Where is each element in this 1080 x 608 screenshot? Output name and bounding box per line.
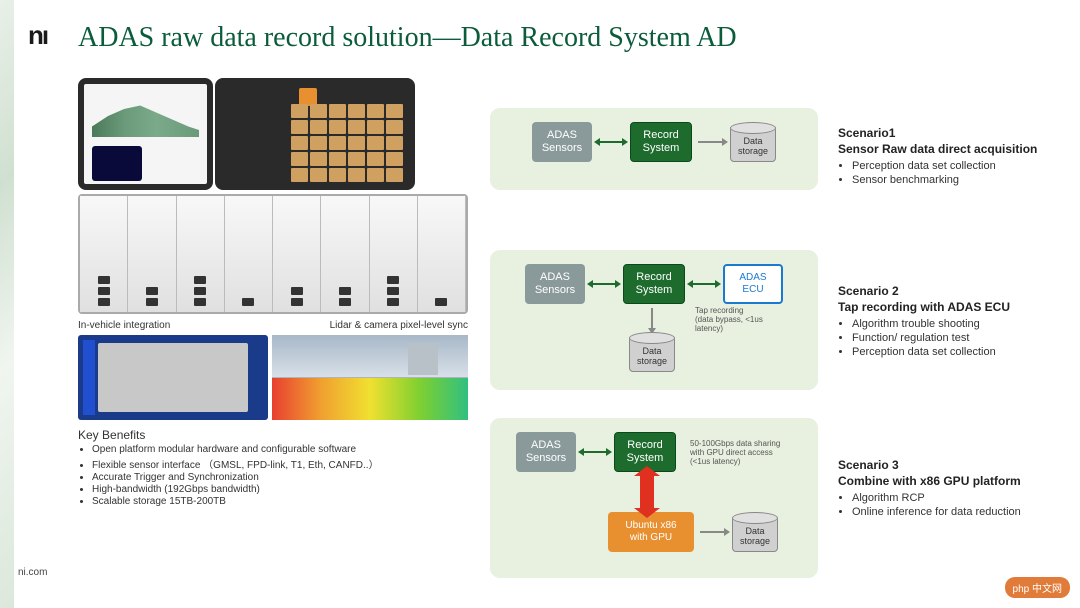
- caption-lidar: Lidar & camera pixel-level sync: [330, 320, 468, 331]
- scenario-title: Scenario 2: [838, 284, 1058, 298]
- pxi-chassis-mock: [78, 194, 468, 314]
- scenario-subtitle: Tap recording with ADAS ECU: [838, 300, 1058, 314]
- arrow-down-icon: [651, 308, 653, 330]
- diagram-scenario-3: ADASSensors RecordSystem 50-100Gbps data…: [490, 418, 818, 578]
- node-sensors: ADASSensors: [532, 122, 592, 162]
- tablet-waveform-mock: [78, 78, 213, 190]
- node-storage: Datastorage: [629, 332, 675, 372]
- scenario-subtitle: Sensor Raw data direct acquisition: [838, 142, 1058, 156]
- caption-vehicle: In-vehicle integration: [78, 320, 170, 331]
- kb-item: Open platform modular hardware and confi…: [92, 444, 468, 455]
- vehicle-photo-mock: [78, 335, 268, 420]
- scenario-bullet: Perception data set collection: [852, 160, 1058, 172]
- scenario-bullet: Algorithm trouble shooting: [852, 318, 1058, 330]
- scenario-title: Scenario 3: [838, 458, 1058, 472]
- key-benefits-list: Open platform modular hardware and confi…: [78, 444, 468, 507]
- arrow-right-icon: [698, 141, 724, 143]
- page-title: ADAS raw data record solution—Data Recor…: [78, 22, 737, 54]
- scenario-bullet: Online inference for data reduction: [852, 506, 1058, 518]
- lidar-photo-mock: [272, 335, 468, 420]
- scenario-3-text: Scenario 3 Combine with x86 GPU platform…: [838, 458, 1058, 520]
- arrow-red-bidir-icon: [640, 474, 654, 510]
- scenario-1-text: Scenario1 Sensor Raw data direct acquisi…: [838, 126, 1058, 188]
- scenario-2-text: Scenario 2 Tap recording with ADAS ECU A…: [838, 284, 1058, 360]
- node-ecu: ADASECU: [723, 264, 783, 304]
- arrow-bidir-icon: [591, 283, 617, 285]
- hardware-image-group: [78, 78, 468, 314]
- note-tap-recording: Tap recording(data bypass, <1us latency): [695, 306, 789, 333]
- scenario-bullet: Perception data set collection: [852, 346, 1058, 358]
- ni-logo: nı: [28, 20, 47, 51]
- node-sensors: ADASSensors: [525, 264, 585, 304]
- node-sensors: ADASSensors: [516, 432, 576, 472]
- key-benefits-heading: Key Benefits: [78, 428, 468, 442]
- arrow-bidir-icon: [582, 451, 608, 453]
- kb-item: Flexible sensor interface （GMSL, FPD-lin…: [92, 456, 468, 471]
- node-storage: Datastorage: [732, 512, 778, 552]
- node-storage: Datastorage: [730, 122, 776, 162]
- node-ubuntu: Ubuntu x86with GPU: [608, 512, 694, 552]
- note-gpu-sharing: 50-100Gbps data sharingwith GPU direct a…: [690, 439, 792, 466]
- scenario-title: Scenario1: [838, 126, 1058, 140]
- scenario-bullet: Sensor benchmarking: [852, 174, 1058, 186]
- left-column: In-vehicle integration Lidar & camera pi…: [78, 78, 468, 508]
- scenario-bullet: Function/ regulation test: [852, 332, 1058, 344]
- decorative-stripe: [0, 0, 14, 608]
- node-record: RecordSystem: [623, 264, 685, 304]
- scenario-subtitle: Combine with x86 GPU platform: [838, 474, 1058, 488]
- diagram-scenario-2: ADASSensors RecordSystem ADASECU Datasto…: [490, 250, 818, 390]
- arrow-bidir-icon: [598, 141, 624, 143]
- tablet-grid-mock: [215, 78, 415, 190]
- arrow-bidir-icon: [691, 283, 717, 285]
- kb-item: High-bandwidth (192Gbps bandwidth): [92, 484, 468, 495]
- kb-item: Accurate Trigger and Synchronization: [92, 472, 468, 483]
- node-record: RecordSystem: [630, 122, 692, 162]
- kb-item: Scalable storage 15TB-200TB: [92, 496, 468, 507]
- watermark-badge: php 中文网: [1005, 577, 1070, 598]
- scenario-bullet: Algorithm RCP: [852, 492, 1058, 504]
- diagram-scenario-1: ADASSensors RecordSystem Datastorage: [490, 108, 818, 190]
- arrow-right-icon: [700, 531, 726, 533]
- footer-text: ni.com: [18, 567, 47, 578]
